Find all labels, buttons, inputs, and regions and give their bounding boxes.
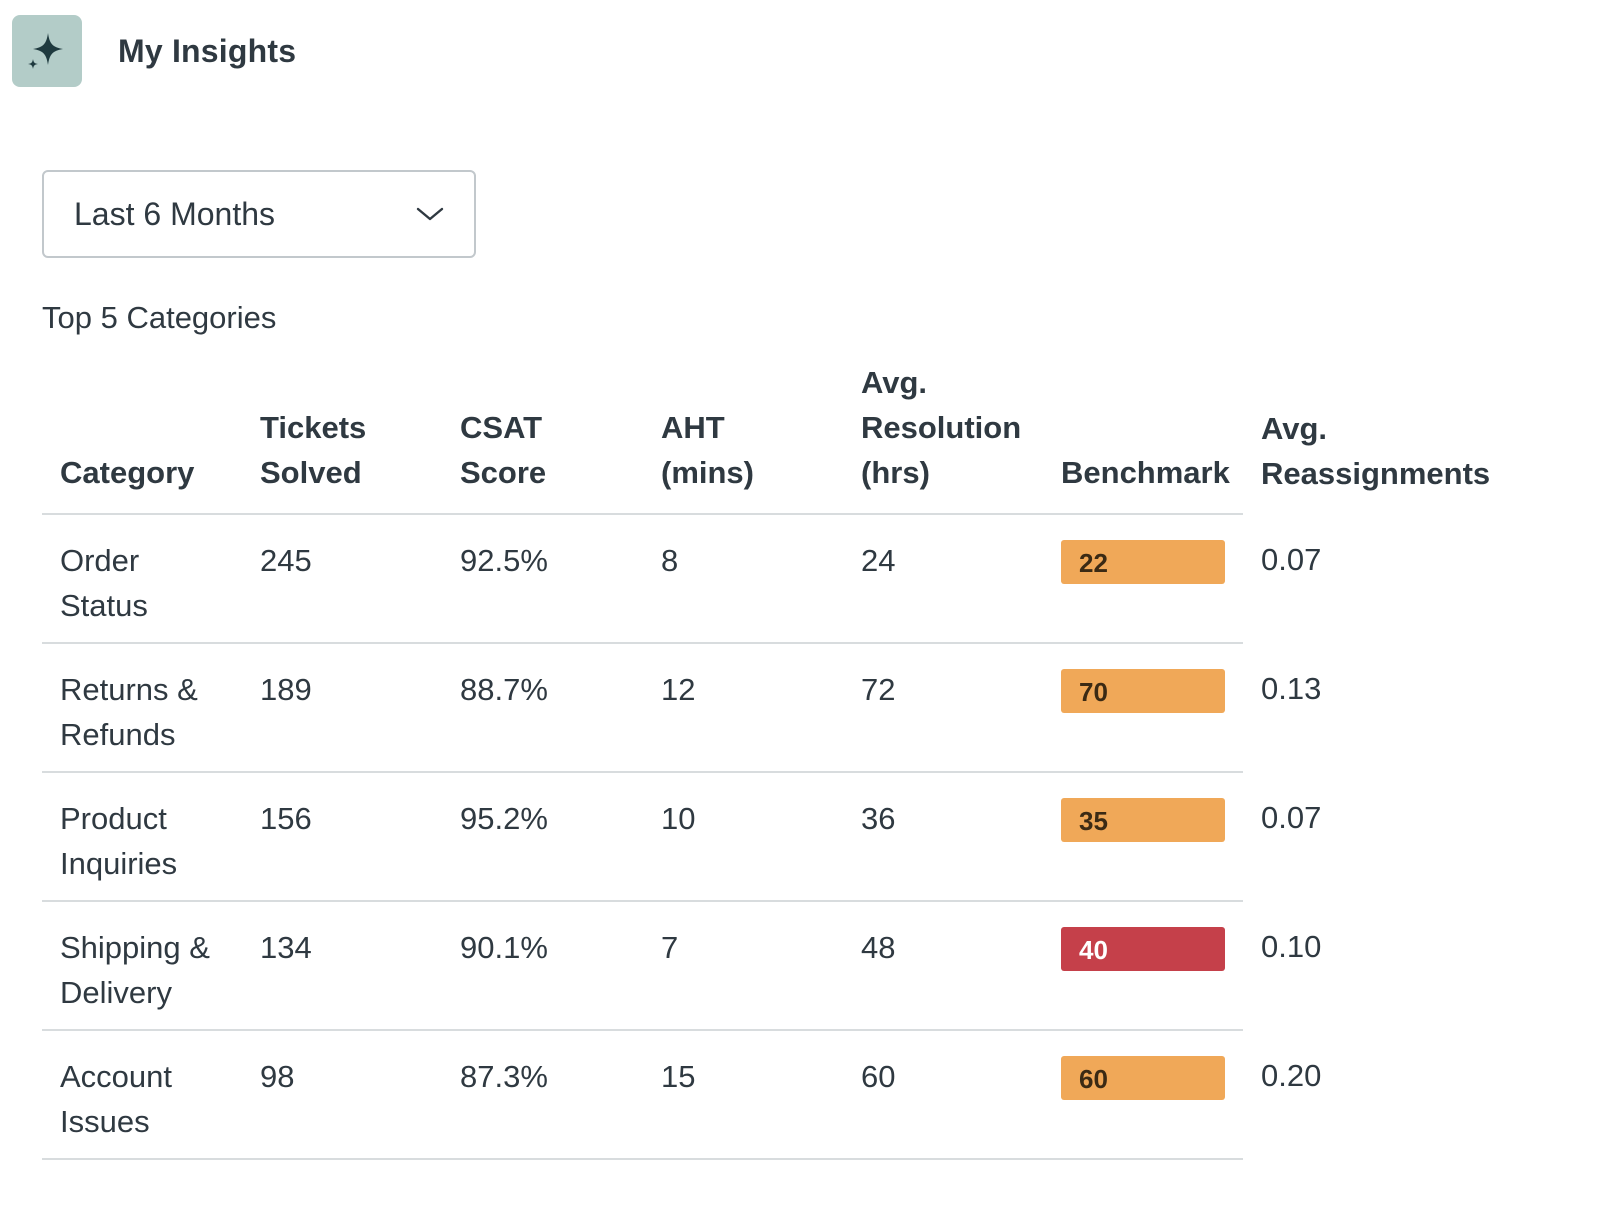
header-category[interactable]: Category	[42, 360, 242, 515]
benchmark-badge: 60	[1061, 1056, 1225, 1100]
cell-aht: 7	[643, 901, 843, 1031]
cell-tickets: 134	[242, 901, 442, 1031]
cell-reassignments: 0.07	[1261, 542, 1322, 577]
cell-resolution: 36	[843, 772, 1043, 902]
cell-csat: 88.7%	[442, 643, 643, 773]
time-range-select[interactable]: Last 6 Months	[42, 170, 476, 258]
cell-tickets: 156	[242, 772, 442, 902]
benchmark-badge: 35	[1061, 798, 1225, 842]
table-row: Returns & Refunds 189 88.7% 12 72 70 0.13	[42, 643, 1500, 773]
header-tickets-solved[interactable]: Tickets Solved	[242, 360, 442, 515]
cell-benchmark: 22	[1043, 514, 1243, 644]
page-title: My Insights	[118, 32, 297, 69]
cell-category: Order Status	[42, 514, 242, 644]
section-title: Top 5 Categories	[42, 300, 277, 335]
cell-category: Returns & Refunds	[42, 643, 242, 773]
cell-resolution: 24	[843, 514, 1043, 644]
cell-aht: 12	[643, 643, 843, 773]
cell-tickets: 245	[242, 514, 442, 644]
cell-csat: 90.1%	[442, 901, 643, 1031]
app-icon-tile[interactable]	[12, 15, 82, 87]
cell-benchmark: 70	[1043, 643, 1243, 773]
page-header: My Insights	[12, 15, 296, 87]
categories-table: Category Tickets Solved CSAT Score AHT (min…	[42, 360, 1500, 1160]
header-avg-resolution[interactable]: Avg. Resolution (hrs)	[843, 360, 1043, 515]
cell-csat: 87.3%	[442, 1030, 643, 1160]
cell-resolution: 72	[843, 643, 1043, 773]
cell-aht: 15	[643, 1030, 843, 1160]
table-row: Shipping & Delivery 134 90.1% 7 48 40 0.1…	[42, 901, 1500, 1031]
cell-tickets: 189	[242, 643, 442, 773]
table-row: Order Status 245 92.5% 8 24 22 0.07	[42, 514, 1500, 644]
cell-reassignments: 0.10	[1261, 929, 1322, 964]
cell-aht: 8	[643, 514, 843, 644]
cell-csat: 95.2%	[442, 772, 643, 902]
cell-reassignments: 0.07	[1261, 800, 1322, 835]
cell-tickets: 98	[242, 1030, 442, 1160]
cell-reassignments: 0.13	[1261, 671, 1322, 706]
benchmark-badge: 22	[1061, 540, 1225, 584]
table-row: Product Inquiries 156 95.2% 10 36 35 0.07	[42, 772, 1500, 902]
cell-category: Product Inquiries	[42, 772, 242, 902]
chevron-down-icon	[416, 207, 444, 221]
cell-reassignments: 0.20	[1261, 1058, 1322, 1093]
table-row: Account Issues 98 87.3% 15 60 60 0.20	[42, 1030, 1500, 1160]
benchmark-badge: 40	[1061, 927, 1225, 971]
cell-benchmark: 40	[1043, 901, 1243, 1031]
cell-resolution: 60	[843, 1030, 1043, 1160]
table-header-row: Category Tickets Solved CSAT Score AHT (min…	[42, 360, 1500, 515]
cell-csat: 92.5%	[442, 514, 643, 644]
sparkle-icon	[28, 33, 63, 69]
cell-category: Shipping & Delivery	[42, 901, 242, 1031]
cell-resolution: 48	[843, 901, 1043, 1031]
cell-benchmark: 60	[1043, 1030, 1243, 1160]
time-range-value: Last 6 Months	[74, 195, 275, 232]
cell-benchmark: 35	[1043, 772, 1243, 902]
header-aht[interactable]: AHT (mins)	[643, 360, 843, 515]
header-avg-reassignments[interactable]: Avg. Reassignments	[1261, 411, 1491, 491]
benchmark-badge: 70	[1061, 669, 1225, 713]
cell-aht: 10	[643, 772, 843, 902]
cell-category: Account Issues	[42, 1030, 242, 1160]
header-csat-score[interactable]: CSAT Score	[442, 360, 643, 515]
header-benchmark[interactable]: Benchmark	[1043, 360, 1243, 515]
